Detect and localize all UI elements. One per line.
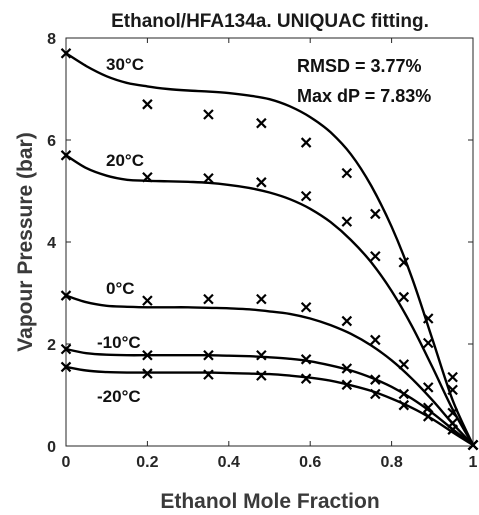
plot-area [65,37,474,447]
data-point-20c [422,337,434,349]
data-point-20c [60,150,72,161]
max-dp-annotation: Max dP = 7.83% [297,86,431,106]
y-tick-label: 0 [47,439,56,456]
series-20c [60,150,479,451]
data-point-30c [300,137,312,148]
fit-line-0c [65,294,474,446]
data-point--20c [341,379,353,391]
data-point-30c [256,117,267,129]
x-tick-label: 1 [469,454,478,471]
data-point-0c [60,290,72,301]
data-point-20c [370,251,381,262]
data-point--10c [422,402,434,414]
temp-label-30c: 30°C [106,55,144,74]
data-point-20c [398,291,410,303]
fit-line-20c [65,154,475,446]
x-tick-label: 0.6 [299,454,321,471]
fit-line-30c [65,52,475,446]
data-point--20c [447,424,458,435]
data-point-30c [370,208,381,220]
series--20c [60,361,479,451]
data-point--20c [467,439,479,451]
data-point--20c [422,411,434,422]
data-point-30c [341,167,353,179]
y-tick-label: 4 [47,235,56,252]
data-point--20c [60,361,72,373]
data-point-30c [142,99,153,110]
data-point--20c [203,369,214,380]
data-point-30c [203,109,214,120]
x-tick-label: 0 [62,454,71,471]
data-point-0c [447,407,458,419]
x-tick-label: 0.2 [136,454,158,471]
data-point-20c [142,171,153,183]
data-point--20c [370,388,381,400]
data-point-20c [300,190,312,202]
data-point--10c [398,388,410,400]
x-tick-label: 0.8 [380,454,402,471]
data-point-0c [341,315,353,327]
data-point-30c [422,313,434,324]
data-point--20c [256,370,267,381]
data-point-20c [203,172,214,184]
y-axis-label: Vapour Pressure (bar) [14,132,37,351]
data-point-20c [447,384,458,396]
temp-label-0c: 0°C [106,279,135,298]
data-point--10c [60,343,72,355]
temp-label-20c: 20°C [106,151,144,170]
data-point-0c [370,334,381,346]
series-30c [60,48,479,451]
data-point-0c [398,359,410,370]
data-point-0c [256,293,267,305]
x-tick-label: 0.4 [218,454,240,471]
series-layer [60,48,479,451]
y-tick-label: 2 [47,337,56,354]
fit-line--20c [65,365,474,447]
data-point--20c [398,399,410,411]
rmsd-annotation: RMSD = 3.77% [297,56,422,76]
data-point--20c [300,373,312,384]
data-point--20c [142,368,153,379]
data-point-20c [256,177,267,188]
data-point--10c [341,363,353,374]
data-point-30c [60,48,72,59]
temp-label-minus10c: -10°C [97,333,141,352]
data-point-30c [447,371,458,383]
data-point--10c [203,349,214,361]
data-point-30c [398,257,410,268]
data-point-0c [422,382,434,393]
chart-title: Ethanol/HFA134a. UNIQUAC fitting. [111,11,429,32]
data-point-0c [142,295,153,306]
y-tick-label: 8 [47,31,56,48]
data-point--10c [142,349,153,361]
data-point--10c [300,354,312,365]
data-point-0c [203,293,214,305]
data-point--10c [256,349,267,361]
axis-ticks: 0 0.2 0.4 0.6 0.8 1 0 2 4 6 8 [47,31,477,471]
data-point-0c [300,302,312,313]
data-point--10c [370,374,381,385]
series--10c [60,343,479,451]
x-axis-label: Ethanol Mole Fraction [160,490,379,513]
data-point-20c [341,216,353,227]
y-tick-label: 6 [47,133,56,150]
temp-label-minus20c: -20°C [97,387,141,406]
